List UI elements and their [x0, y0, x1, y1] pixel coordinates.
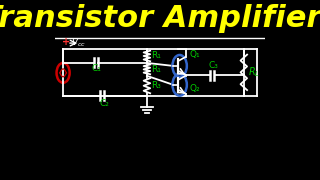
Text: Q₁: Q₁ — [189, 50, 200, 59]
Text: Transistor Amplifiers: Transistor Amplifiers — [0, 4, 320, 33]
Text: C₁: C₁ — [92, 64, 101, 73]
Text: C₂: C₂ — [100, 99, 109, 108]
Text: R₁: R₁ — [151, 65, 161, 74]
Text: R₁: R₁ — [151, 51, 161, 60]
Text: +: + — [62, 37, 70, 47]
Text: $R_L$: $R_L$ — [248, 66, 260, 79]
Text: Q₂: Q₂ — [189, 84, 200, 93]
Text: $V_{cc}$: $V_{cc}$ — [71, 36, 86, 49]
Text: C₃: C₃ — [209, 61, 219, 70]
Text: R₃: R₃ — [151, 81, 161, 90]
